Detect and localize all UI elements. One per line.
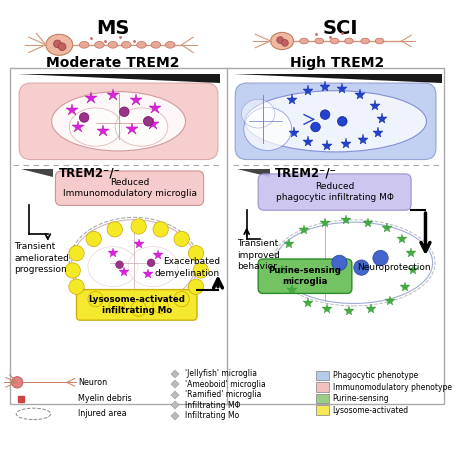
Polygon shape: [21, 169, 53, 177]
Circle shape: [174, 231, 189, 246]
Circle shape: [373, 250, 388, 266]
Ellipse shape: [128, 246, 178, 287]
Circle shape: [79, 113, 89, 122]
Text: SCI: SCI: [323, 19, 358, 38]
Text: Myelin debris: Myelin debris: [78, 394, 132, 403]
Text: Phagocytic phenotype: Phagocytic phenotype: [333, 371, 418, 380]
Circle shape: [116, 261, 123, 269]
Text: Immunomodulatory phenotype: Immunomodulatory phenotype: [333, 383, 452, 392]
Circle shape: [354, 260, 369, 275]
Circle shape: [65, 263, 80, 278]
Circle shape: [131, 219, 146, 234]
Bar: [316, 405, 329, 415]
Text: Purine-sensing: Purine-sensing: [333, 394, 389, 403]
FancyBboxPatch shape: [19, 83, 218, 160]
FancyBboxPatch shape: [258, 174, 411, 210]
FancyBboxPatch shape: [235, 83, 436, 160]
Ellipse shape: [46, 34, 73, 55]
Ellipse shape: [52, 91, 185, 151]
Ellipse shape: [345, 38, 353, 44]
Bar: [316, 383, 329, 392]
Polygon shape: [237, 169, 270, 177]
Text: Lysosome-activated
infiltrating Mo: Lysosome-activated infiltrating Mo: [88, 295, 185, 315]
Circle shape: [69, 246, 84, 261]
Circle shape: [174, 292, 189, 307]
Text: Transient
improved
behavior: Transient improved behavior: [237, 239, 280, 271]
Text: Reduced
phagocytic infiltrating MΦ: Reduced phagocytic infiltrating MΦ: [276, 182, 393, 202]
Circle shape: [54, 40, 61, 48]
Ellipse shape: [315, 38, 324, 44]
Ellipse shape: [137, 41, 146, 48]
Circle shape: [119, 107, 129, 117]
Bar: [316, 371, 329, 381]
Circle shape: [282, 39, 288, 46]
Text: Neuron: Neuron: [78, 378, 108, 387]
Ellipse shape: [69, 108, 122, 146]
Text: Injured area: Injured area: [78, 410, 127, 419]
Polygon shape: [233, 73, 442, 83]
Circle shape: [147, 259, 155, 267]
Text: Reduced
Immunomodulatory microglia: Reduced Immunomodulatory microglia: [63, 178, 197, 199]
Text: 'Jellyfish' microglia: 'Jellyfish' microglia: [184, 369, 256, 378]
Ellipse shape: [108, 41, 118, 48]
Circle shape: [153, 298, 168, 313]
Circle shape: [58, 43, 66, 51]
Ellipse shape: [271, 32, 293, 50]
Text: Exacerbated
demyelination: Exacerbated demyelination: [155, 257, 220, 278]
Text: Transient
ameliorated
progression: Transient ameliorated progression: [14, 242, 69, 274]
Ellipse shape: [121, 41, 131, 48]
Circle shape: [69, 279, 84, 294]
Ellipse shape: [79, 41, 89, 48]
Text: MS: MS: [96, 19, 129, 38]
Circle shape: [320, 110, 330, 119]
Bar: [316, 394, 329, 403]
Ellipse shape: [361, 38, 370, 44]
Ellipse shape: [244, 108, 292, 150]
Ellipse shape: [275, 222, 433, 303]
FancyBboxPatch shape: [55, 171, 204, 205]
Ellipse shape: [165, 41, 175, 48]
Ellipse shape: [300, 38, 309, 44]
Ellipse shape: [95, 41, 104, 48]
Ellipse shape: [72, 220, 196, 306]
Circle shape: [311, 122, 320, 132]
Circle shape: [188, 279, 204, 294]
Ellipse shape: [88, 246, 137, 287]
Text: Infiltrating Mo: Infiltrating Mo: [184, 411, 239, 420]
Text: Infiltrating MΦ: Infiltrating MΦ: [184, 401, 240, 410]
Polygon shape: [17, 73, 220, 83]
Ellipse shape: [245, 91, 427, 152]
Text: 'Ameoboid' microglia: 'Ameoboid' microglia: [184, 380, 265, 389]
Ellipse shape: [115, 108, 168, 146]
Circle shape: [332, 255, 347, 271]
Bar: [9, 68, 444, 404]
Text: TREM2⁻/⁻: TREM2⁻/⁻: [59, 166, 121, 180]
Circle shape: [86, 231, 101, 246]
FancyBboxPatch shape: [76, 290, 197, 320]
Circle shape: [107, 222, 122, 237]
Circle shape: [109, 298, 124, 313]
Circle shape: [277, 36, 283, 44]
Text: Neuroprotection: Neuroprotection: [356, 263, 430, 272]
Ellipse shape: [151, 41, 161, 48]
Text: High TREM2: High TREM2: [291, 56, 384, 70]
Ellipse shape: [241, 100, 275, 128]
Text: Purine-sensing
microglia: Purine-sensing microglia: [269, 266, 341, 286]
Text: TREM2⁻/⁻: TREM2⁻/⁻: [275, 166, 337, 180]
Circle shape: [88, 292, 103, 307]
Circle shape: [144, 117, 153, 126]
Text: Lysosome-activated: Lysosome-activated: [333, 406, 409, 415]
Circle shape: [188, 246, 204, 261]
Text: 'Ramified' microglia: 'Ramified' microglia: [184, 390, 261, 399]
Circle shape: [193, 263, 209, 278]
Circle shape: [153, 222, 168, 237]
Circle shape: [131, 301, 146, 316]
Text: Moderate TREM2: Moderate TREM2: [46, 56, 180, 70]
Circle shape: [337, 117, 347, 126]
Circle shape: [11, 377, 23, 388]
Ellipse shape: [330, 38, 339, 44]
FancyBboxPatch shape: [258, 259, 352, 293]
Ellipse shape: [375, 38, 384, 44]
